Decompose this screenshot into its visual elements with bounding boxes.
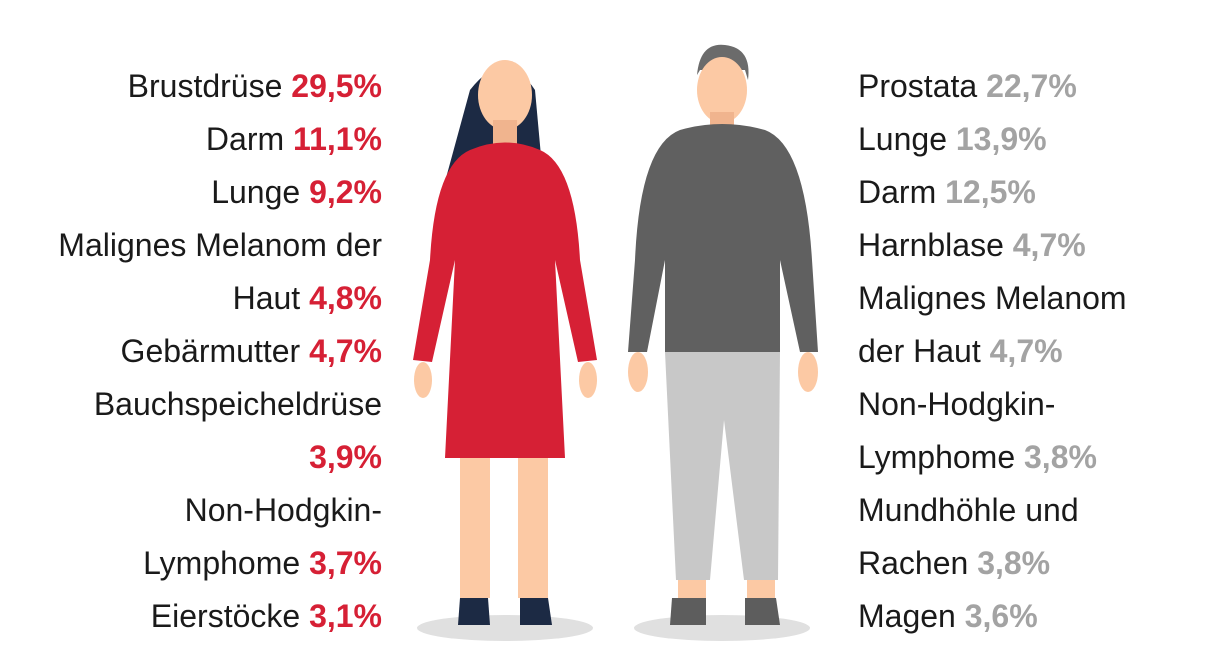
cancer-label: Magen [858,598,956,634]
cancer-label: Darm [858,174,937,210]
list-item: Non-Hodgkin-Lymphome 3,8% [858,378,1178,484]
cancer-label: Malignes Melanom der Haut [58,227,382,316]
cancer-share: 4,7% [1012,227,1086,263]
cancer-label: Non-Hodgkin-Lymphome [858,386,1056,475]
cancer-label: Lunge [858,121,947,157]
cancer-share: 4,8% [309,280,382,316]
list-item: Lunge 9,2% [52,166,382,219]
cancer-label: Harnblase [858,227,1004,263]
cancer-share: 3,9% [309,439,382,475]
list-item: Darm 11,1% [52,113,382,166]
cancer-label: Lunge [211,174,301,210]
men-list: Prostata 22,7% Lunge 13,9% Darm 12,5% Harnb… [858,60,1178,643]
list-item: Prostata 22,7% [858,60,1178,113]
list-item: Brustdrüse 29,5% [52,60,382,113]
cancer-label: Brustdrüse [127,68,283,104]
list-item: Non-Hodgkin-Lymphome 3,7% [52,484,382,590]
list-item: Darm 12,5% [858,166,1178,219]
list-item: Eierstöcke 3,1% [52,590,382,643]
list-item: Malignes Melanom der Haut 4,8% [52,219,382,325]
cancer-label: Bauchspeicheldrüse [93,386,382,422]
list-item: Lunge 13,9% [858,113,1178,166]
cancer-share: 3,8% [977,545,1051,581]
list-item: Gebärmutter 4,7% [52,325,382,378]
list-item: Magen 3,6% [858,590,1178,643]
cancer-share: 29,5% [291,68,382,104]
cancer-label: Malignes Melanom der Haut [858,280,1127,369]
cancer-label: Darm [205,121,285,157]
list-item: Mundhöhle und Rachen 3,8% [858,484,1178,590]
cancer-label: Eierstöcke [150,598,301,634]
man-figure [628,44,818,641]
cancer-share: 11,1% [293,121,382,157]
list-item: Malignes Melanom der Haut 4,7% [858,272,1178,378]
list-item: Harnblase 4,7% [858,219,1178,272]
cancer-share: 4,7% [989,333,1063,369]
cancer-share: 3,1% [309,598,382,634]
cancer-label: Non-Hodgkin-Lymphome [143,492,382,581]
cancer-label: Gebärmutter [120,333,301,369]
cancer-label: Mundhöhle und Rachen [858,492,1079,581]
cancer-share: 13,9% [955,121,1047,157]
cancer-share: 3,7% [309,545,382,581]
cancer-share: 3,8% [1024,439,1097,475]
cancer-share: 22,7% [986,68,1077,104]
cancer-share: 4,7% [309,333,382,369]
list-item: Bauchspeicheldrüse 3,9% [52,378,382,484]
cancer-share: 3,6% [964,598,1038,634]
women-list: Brustdrüse 29,5% Darm 11,1% Lunge 9,2% Mali… [52,60,382,643]
woman-figure [413,60,597,641]
cancer-label: Prostata [858,68,978,104]
cancer-share: 9,2% [309,174,382,210]
cancer-share: 12,5% [945,174,1036,210]
